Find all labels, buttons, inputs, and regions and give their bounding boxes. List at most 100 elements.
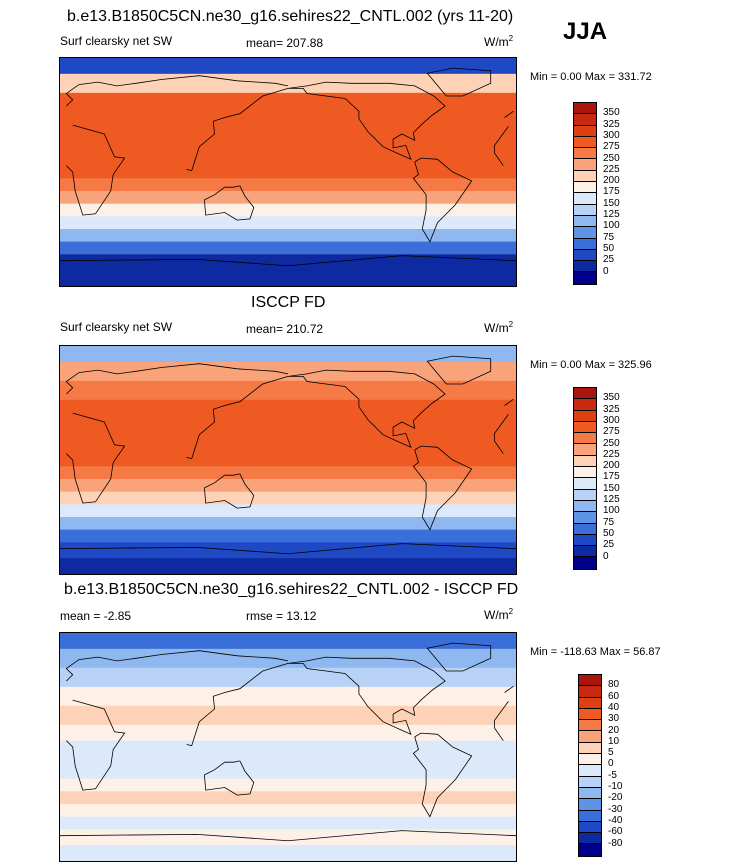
field-band <box>60 542 516 559</box>
antarctica-coastline <box>60 543 516 555</box>
panel2-title: ISCCP FD <box>251 294 326 311</box>
colorbar-cell <box>579 754 601 766</box>
colorbar-cell <box>579 787 601 800</box>
colorbar-cell <box>574 433 596 445</box>
colorbar-label: 300 <box>603 414 620 426</box>
colorbar-label: 50 <box>603 527 615 539</box>
field-band <box>60 58 516 75</box>
colorbar-label: 350 <box>603 392 620 404</box>
colorbar-label: 80 <box>608 679 620 691</box>
panel2-variable: Surf clearsky net SW <box>60 320 173 334</box>
coastline <box>66 124 509 216</box>
field-band <box>60 178 516 192</box>
colorbar-label: 275 <box>603 141 620 153</box>
colorbar-label: -60 <box>608 826 623 838</box>
colorbar-label: 25 <box>603 539 615 551</box>
panel1-mean: mean= 207.88 <box>246 36 324 50</box>
coastline <box>186 376 289 460</box>
colorbar-label: 0 <box>608 758 614 770</box>
coastline <box>204 185 255 221</box>
field-band <box>60 165 516 179</box>
coastline <box>412 732 473 818</box>
field-band <box>60 491 516 505</box>
coastline <box>65 75 514 118</box>
coastline <box>204 760 255 796</box>
colorbar-cell <box>574 500 596 513</box>
panel3-rmse: rmse = 13.12 <box>246 609 317 623</box>
field-band <box>60 149 516 167</box>
panel2-minmax: Min = 0.00 Max = 325.96 <box>530 359 652 371</box>
colorbar-cell <box>579 810 601 822</box>
colorbar-label: -10 <box>608 781 623 792</box>
field-band <box>60 804 516 818</box>
panel1-variable: Surf clearsky net SW <box>60 34 173 48</box>
colorbar-cell <box>574 261 596 273</box>
field-band <box>60 453 516 467</box>
field-band <box>60 270 516 286</box>
field-band <box>60 111 516 132</box>
field-band <box>60 399 516 420</box>
colorbar-cell <box>579 833 601 845</box>
colorbar-cell <box>579 720 601 732</box>
field-band <box>60 517 516 531</box>
colorbar-cell <box>579 708 601 721</box>
field-band <box>60 753 516 767</box>
colorbar-label: -20 <box>608 792 623 804</box>
colorbar-cell <box>574 227 596 239</box>
panel2-units: W/m2 <box>484 320 514 335</box>
field-band <box>60 479 516 493</box>
colorbar-cell <box>574 546 596 558</box>
season-label: JJA <box>563 18 608 45</box>
colorbar-label: 100 <box>603 220 620 232</box>
colorbar-label: 250 <box>603 437 620 449</box>
colorbar-cell <box>574 444 596 456</box>
panel1-units: W/m2 <box>484 34 514 49</box>
colorbar-label: 75 <box>603 516 615 528</box>
panel3-colorbar <box>578 674 602 857</box>
colorbar-label: 60 <box>608 690 620 702</box>
coastline <box>412 445 473 531</box>
colorbar-cell <box>574 249 596 262</box>
coastline <box>426 67 492 97</box>
colorbar-label: 175 <box>603 186 620 198</box>
panel2-colorbar <box>573 387 597 570</box>
field-band <box>60 667 516 688</box>
colorbar-cell <box>579 844 601 856</box>
colorbar-cell <box>574 103 596 115</box>
colorbar-cell <box>574 467 596 479</box>
colorbar-cell <box>574 557 596 569</box>
field-band <box>60 845 516 861</box>
colorbar-label: 200 <box>603 460 620 472</box>
field-band <box>60 529 516 543</box>
field-band <box>60 73 516 94</box>
field-band <box>60 466 516 480</box>
colorbar-cell <box>574 170 596 183</box>
field-band <box>60 130 516 151</box>
field-band <box>60 361 516 382</box>
field-band <box>60 724 516 742</box>
panel3-map <box>59 632 517 862</box>
colorbar-label: 20 <box>608 724 620 736</box>
field-band <box>60 229 516 243</box>
colorbar-label: 10 <box>608 735 620 747</box>
colorbar-label: 125 <box>603 494 620 505</box>
colorbar-cell <box>574 489 596 501</box>
coastline <box>287 81 446 161</box>
field-band <box>60 705 516 726</box>
field-band <box>60 504 516 518</box>
colorbar-label: 0 <box>603 265 609 277</box>
coastline <box>66 412 509 504</box>
field-band <box>60 648 516 669</box>
colorbar-label: 30 <box>608 713 620 725</box>
colorbar-label: 325 <box>603 118 620 130</box>
colorbar-cell <box>574 410 596 422</box>
colorbar-label: 25 <box>603 254 615 266</box>
field-band <box>60 437 516 455</box>
colorbar-cell <box>574 512 596 524</box>
panel2-map <box>59 345 517 575</box>
panel1-map <box>59 57 517 287</box>
coastline <box>186 88 289 172</box>
field-band <box>60 829 516 846</box>
coastline <box>426 355 492 385</box>
panel1-title: b.e13.B1850C5CN.ne30_g16.sehires22_CNTL.… <box>67 8 514 25</box>
